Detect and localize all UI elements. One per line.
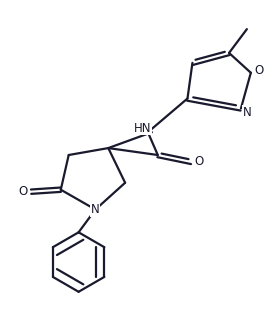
Text: HN: HN [134, 122, 152, 135]
Text: N: N [91, 203, 100, 216]
Text: O: O [254, 64, 263, 77]
Text: N: N [242, 106, 251, 119]
Text: O: O [195, 156, 204, 168]
Text: O: O [19, 185, 28, 198]
